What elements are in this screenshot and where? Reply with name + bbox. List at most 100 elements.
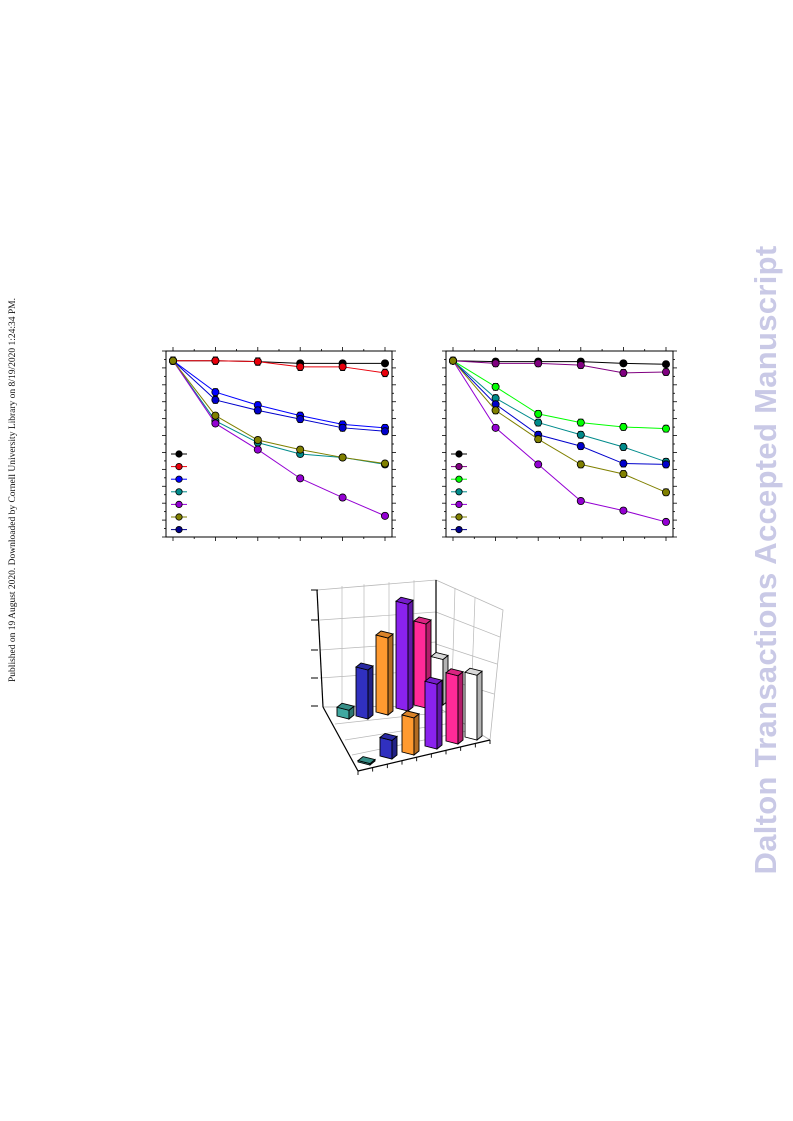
legend-marker xyxy=(175,525,183,534)
legend-marker xyxy=(455,462,463,471)
data-point xyxy=(619,422,628,431)
data-point xyxy=(380,359,389,368)
bar-top xyxy=(401,710,420,719)
bar-side xyxy=(407,599,414,712)
legend-marker xyxy=(455,500,463,508)
bar-front-1 xyxy=(379,732,398,760)
data-point xyxy=(576,418,585,427)
data-point xyxy=(619,506,628,515)
bar-back-0 xyxy=(336,702,355,720)
bar-back-2 xyxy=(375,630,394,716)
data-point xyxy=(619,459,628,468)
data-point xyxy=(168,356,177,365)
bar-top xyxy=(357,756,376,765)
bar-top xyxy=(395,596,414,605)
data-point xyxy=(380,511,389,520)
legend-marker xyxy=(455,513,463,521)
legend-marker xyxy=(455,450,463,458)
data-point xyxy=(211,411,220,420)
legend-marker xyxy=(455,525,463,534)
data-point xyxy=(662,368,671,377)
data-point xyxy=(534,409,543,418)
data-point xyxy=(211,388,220,397)
data-point xyxy=(576,460,585,469)
bar-top xyxy=(464,667,483,676)
back-grid-h xyxy=(319,611,437,621)
data-point xyxy=(534,435,543,444)
bar-front xyxy=(401,714,415,756)
data-point xyxy=(296,415,305,424)
series-line xyxy=(172,360,386,432)
data-point xyxy=(338,453,347,462)
data-point xyxy=(576,430,585,439)
data-point xyxy=(491,382,500,391)
data-point xyxy=(662,424,671,433)
data-point xyxy=(211,395,220,404)
data-point xyxy=(534,418,543,427)
bar-top xyxy=(430,652,449,660)
legend-marker xyxy=(175,475,183,483)
bar-back-1 xyxy=(355,662,374,720)
data-point xyxy=(253,436,262,445)
data-point xyxy=(491,359,500,368)
data-point xyxy=(619,359,628,368)
data-point xyxy=(662,488,671,497)
series-line xyxy=(452,360,667,465)
data-point xyxy=(448,356,457,365)
series-1 xyxy=(448,356,671,377)
series-1 xyxy=(168,356,389,378)
data-point xyxy=(491,423,500,432)
bar-front xyxy=(355,666,369,720)
bar-front-0 xyxy=(357,756,376,766)
data-point xyxy=(380,427,389,436)
bar-side xyxy=(367,665,374,720)
bar-front-3 xyxy=(424,676,443,750)
data-point xyxy=(662,517,671,526)
data-point xyxy=(338,362,347,371)
data-point xyxy=(338,423,347,432)
series-line xyxy=(172,360,386,517)
bar-side xyxy=(457,670,464,745)
bar-front xyxy=(395,600,409,712)
series-line xyxy=(172,360,386,465)
data-point xyxy=(534,460,543,469)
bar-top xyxy=(355,662,374,671)
bar-front xyxy=(445,672,459,745)
bar-front-4 xyxy=(445,668,464,745)
series-6 xyxy=(168,356,389,468)
data-point xyxy=(296,362,305,371)
bar-front xyxy=(413,620,427,709)
data-point xyxy=(296,474,305,483)
data-point xyxy=(491,406,500,415)
data-point xyxy=(380,459,389,468)
bar-front xyxy=(375,634,389,716)
bar-side xyxy=(387,633,394,716)
legend-marker xyxy=(175,500,183,508)
bar-side xyxy=(436,679,443,750)
data-point xyxy=(338,493,347,502)
legend-marker xyxy=(455,475,463,483)
data-point xyxy=(619,442,628,451)
data-point xyxy=(662,460,671,469)
data-point xyxy=(211,419,220,428)
data-point xyxy=(662,360,671,369)
data-point xyxy=(253,357,262,366)
bar-front-2 xyxy=(401,710,420,756)
data-point xyxy=(253,406,262,415)
bar-front xyxy=(424,680,438,750)
legend-marker xyxy=(175,488,183,496)
data-point xyxy=(576,361,585,370)
data-point xyxy=(211,356,220,365)
bar-top xyxy=(413,616,432,625)
data-point xyxy=(253,445,262,454)
bar-top xyxy=(445,668,464,677)
bar-top xyxy=(424,676,443,685)
series-line xyxy=(452,360,667,374)
legend-marker xyxy=(175,513,183,521)
legend-marker xyxy=(175,450,183,458)
bar-top xyxy=(336,702,355,711)
data-point xyxy=(619,469,628,478)
data-point xyxy=(619,368,628,377)
x-axis xyxy=(357,739,491,772)
